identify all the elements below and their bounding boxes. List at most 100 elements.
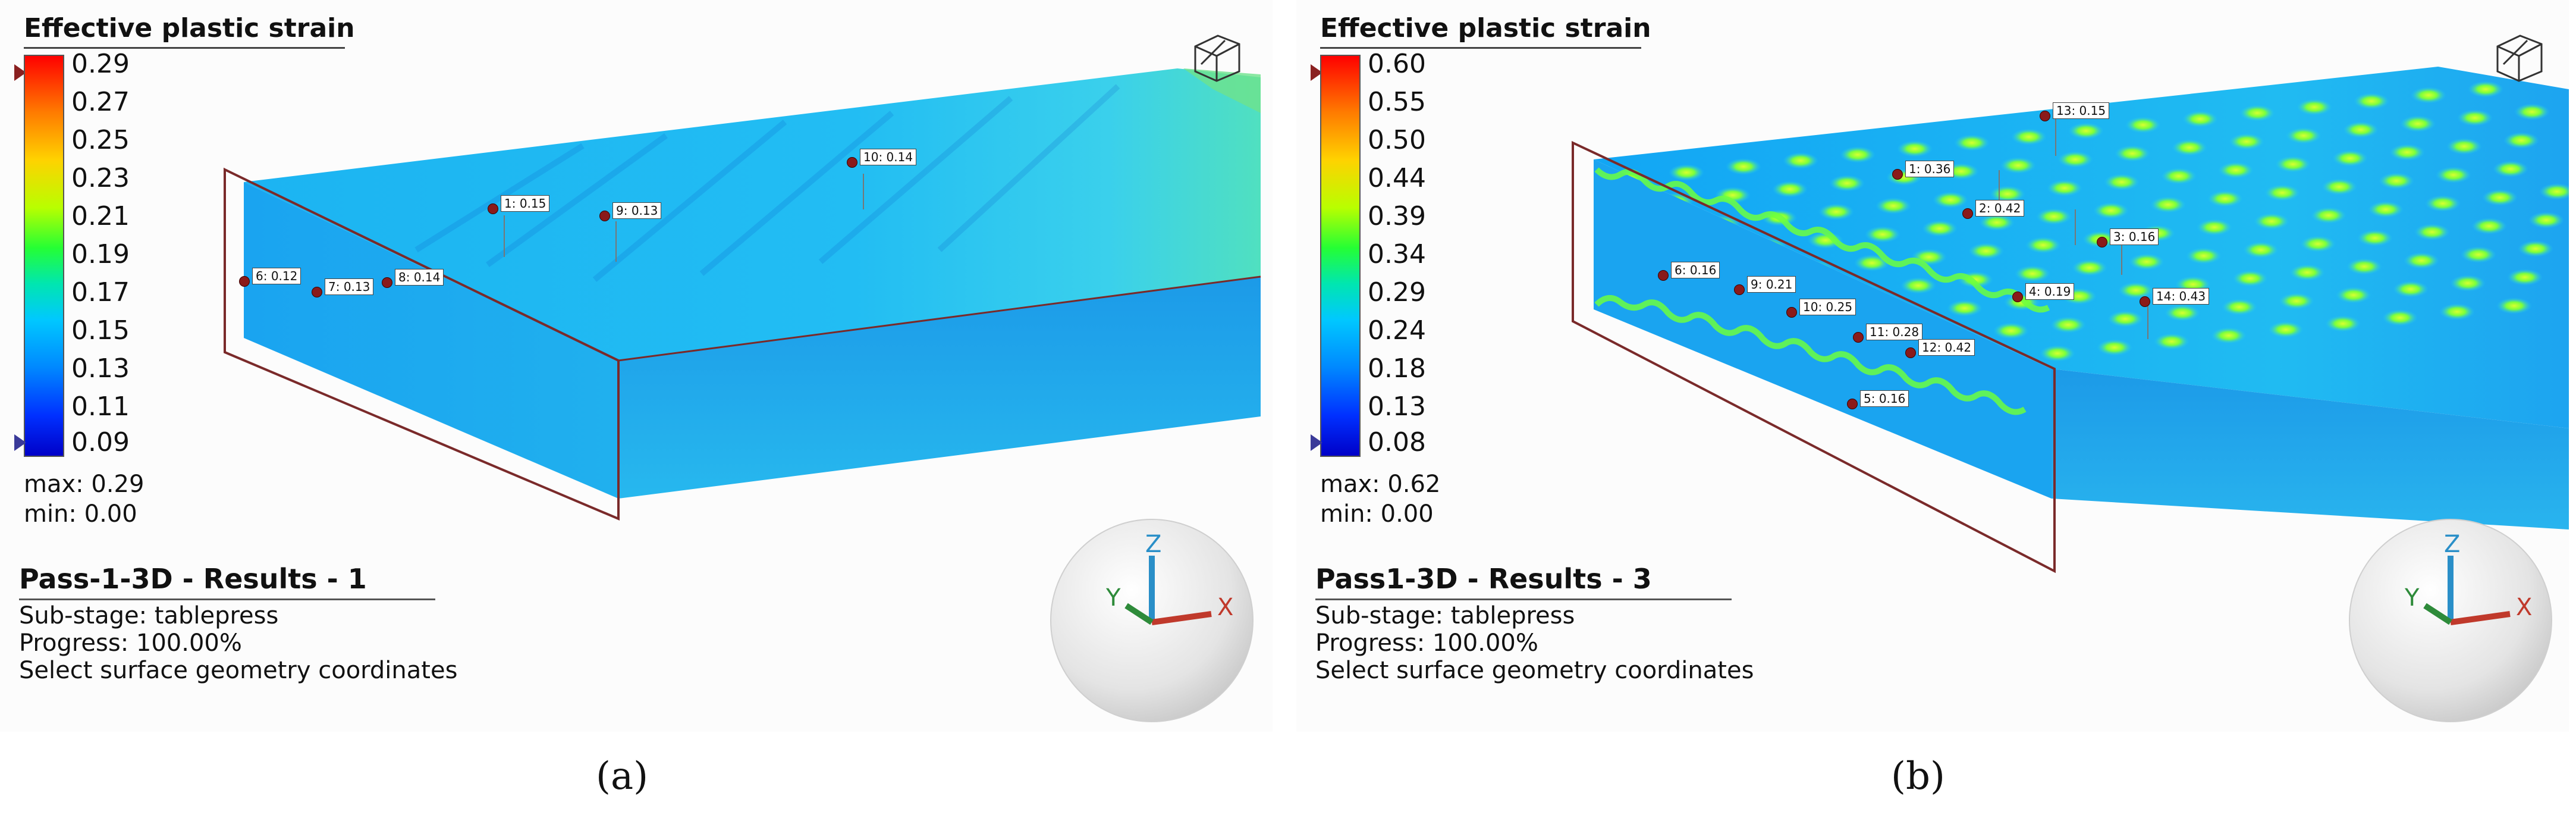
probe-point-icon [1853, 332, 1864, 343]
colorbar-tick: 0.15 [71, 315, 130, 346]
probe-label[interactable]: 14: 0.43 [2140, 288, 2210, 307]
viewport-panel-a[interactable]: Effective plastic strain 0.29 0.27 0.25 … [0, 0, 1273, 732]
colorbar [1320, 55, 1361, 457]
strain-hotspot [2222, 299, 2257, 315]
probe-point-icon [1847, 399, 1858, 409]
plate-model-a[interactable] [0, 0, 1273, 732]
axis-triad-icon[interactable]: Z X Y [1048, 516, 1256, 725]
strain-hotspot [2400, 115, 2436, 132]
colorbar-tick: 0.39 [1368, 201, 1426, 231]
result-title: Pass-1-3D - Results - 1 [19, 563, 435, 600]
probe-label[interactable]: 8: 0.14 [382, 269, 444, 288]
strain-hotspot [2015, 265, 2050, 282]
colorbar-upper-marker-icon[interactable] [1311, 64, 1322, 81]
plate-end-face-a [244, 182, 618, 499]
colorbar-tick: 0.11 [71, 391, 130, 422]
colorbar-tick: 0.08 [1368, 427, 1426, 457]
probe-label[interactable]: 6: 0.16 [1658, 262, 1720, 281]
strain-hotspot [2450, 275, 2486, 292]
probe-label[interactable]: 4: 0.19 [2012, 283, 2075, 302]
substage-text: Sub-stage: tablepress [19, 602, 279, 629]
strain-hotspot [1840, 146, 1876, 163]
strain-hotspot [2229, 133, 2264, 150]
colorbar-tick: 0.50 [1368, 125, 1426, 155]
probe-label[interactable]: 7: 0.13 [312, 278, 374, 297]
axis-y-label: Y [2404, 584, 2420, 612]
strain-hotspot [2218, 162, 2254, 178]
strain-hotspot [1818, 203, 1854, 220]
strain-hotspot [2357, 230, 2393, 246]
colorbar-tick: 0.29 [71, 49, 130, 79]
probe-label[interactable]: 1: 0.15 [488, 195, 550, 214]
strain-hotspot [2040, 345, 2075, 362]
strain-hotspot [2129, 253, 2165, 270]
probe-label[interactable]: 2: 0.42 [1962, 200, 2025, 219]
strain-hotspot [1854, 255, 1890, 271]
probe-label[interactable]: 13: 0.15 [2040, 102, 2110, 121]
strain-hotspot [2503, 132, 2539, 149]
strain-hotspot [2279, 293, 2314, 309]
probe-label[interactable]: 11: 0.28 [1853, 324, 1923, 343]
strain-hotspot [2182, 111, 2218, 127]
strain-hotspot [2507, 269, 2543, 286]
strain-hotspot [2050, 317, 2086, 333]
colorbar-tick: 0.60 [1368, 49, 1426, 79]
probe-point-icon [1892, 169, 1903, 180]
colorbar-tick: 0.18 [1368, 353, 1426, 384]
strain-hotspot [2404, 252, 2439, 269]
viewport-panel-b[interactable]: Effective plastic strain 0.60 0.55 0.50 … [1296, 0, 2569, 732]
colorbar-lower-marker-icon[interactable] [1311, 434, 1322, 451]
probe-label[interactable]: 10: 0.25 [1786, 299, 1856, 318]
colorbar-lower-marker-icon[interactable] [14, 434, 26, 451]
strain-hotspot [2518, 240, 2553, 257]
min-value: min: 0.00 [24, 500, 137, 528]
probe-label[interactable]: 12: 0.42 [1905, 339, 1975, 358]
probe-label[interactable]: 6: 0.12 [239, 268, 301, 287]
strain-hotspots-b [1611, 81, 2569, 368]
strain-hotspot [2343, 121, 2379, 138]
strain-hotspot [2097, 339, 2132, 356]
probe-point-icon [2040, 111, 2050, 121]
probe-label[interactable]: 1: 0.36 [1892, 161, 1955, 180]
probe-label[interactable]: 10: 0.14 [847, 149, 917, 168]
strain-hotspot [2115, 145, 2150, 162]
strain-hotspot [2332, 150, 2368, 167]
view-cube-icon[interactable] [1189, 29, 1244, 83]
section-plane-frame-a [224, 167, 620, 521]
view-cube-icon[interactable] [2492, 29, 2546, 83]
caption-a: (a) [596, 754, 649, 798]
strain-hotspot [2514, 104, 2550, 120]
hint-text: Select surface geometry coordinates [1315, 657, 1754, 684]
probe-point-icon [847, 157, 857, 168]
probe-label[interactable]: 9: 0.21 [1734, 276, 1796, 295]
colorbar-upper-marker-icon[interactable] [14, 64, 26, 81]
colorbar-tick: 0.55 [1368, 87, 1426, 117]
probe-label[interactable]: 3: 0.16 [2097, 228, 2159, 247]
strain-hotspot [2165, 305, 2200, 321]
strain-hotspot [1954, 134, 1990, 151]
plate-model-b[interactable] [1296, 0, 2569, 732]
probe-label[interactable]: 9: 0.13 [599, 202, 662, 221]
strain-hotspot [2461, 246, 2496, 263]
strain-hotspot [2436, 167, 2471, 183]
strain-hotspot [2336, 287, 2371, 303]
hint-text: Select surface geometry coordinates [19, 657, 458, 684]
axis-z-label: Z [2444, 531, 2460, 558]
strain-hotspot [2197, 219, 2232, 236]
strain-hotspot [2389, 144, 2425, 161]
axis-y-label: Y [1105, 584, 1121, 612]
probe-point-icon [1786, 307, 1797, 318]
strain-hotspot [2297, 99, 2332, 115]
strain-hotspot [2172, 139, 2207, 156]
strain-hotspot [2211, 327, 2247, 344]
max-value: max: 0.29 [24, 471, 144, 498]
probe-label[interactable]: 5: 0.16 [1847, 390, 1909, 409]
strain-hotspot [2354, 93, 2389, 109]
strain-hotspot [2000, 157, 2036, 174]
strain-hotspot [2414, 224, 2450, 240]
axis-triad-icon[interactable]: Z X Y [2346, 516, 2555, 725]
legend-title: Effective plastic strain [24, 13, 355, 49]
axis-x-label: X [2516, 594, 2532, 621]
strain-hotspot [2425, 195, 2461, 212]
probe-point-icon [488, 203, 498, 214]
